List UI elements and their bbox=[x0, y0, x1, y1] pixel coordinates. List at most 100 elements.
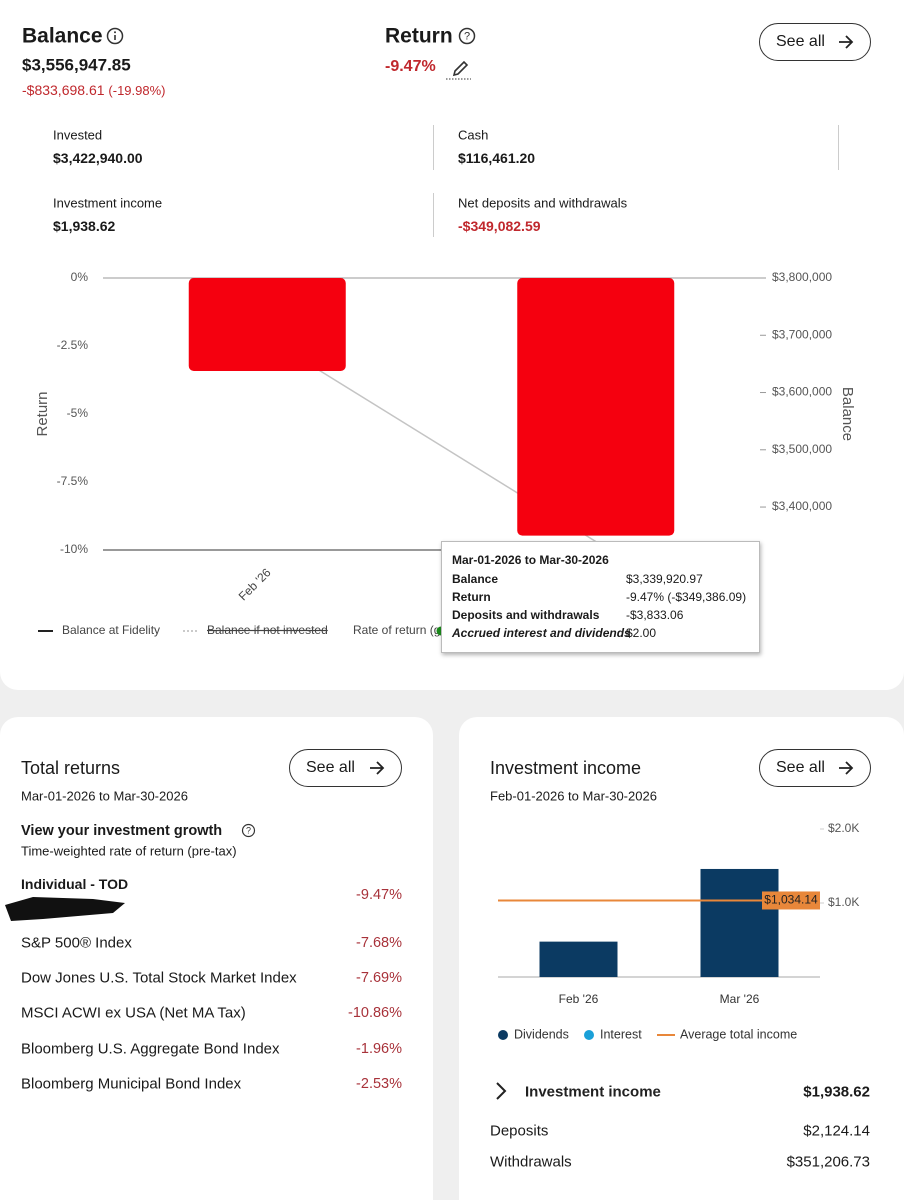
benchmark-return: -7.68% bbox=[356, 934, 402, 951]
bar bbox=[517, 278, 675, 536]
income-date: Feb-01-2026 to Mar-30-2026 bbox=[490, 788, 657, 804]
redaction bbox=[5, 897, 125, 921]
benchmark-return: -10.86% bbox=[347, 1004, 402, 1021]
benchmark-return: -1.96% bbox=[356, 1040, 402, 1057]
legend-dot bbox=[498, 1030, 508, 1040]
arrow-icon bbox=[370, 761, 385, 775]
total-returns-card bbox=[0, 717, 433, 1200]
growth-title: View your investment growth bbox=[21, 822, 223, 839]
bar bbox=[539, 941, 618, 977]
benchmark-name: S&P 500® Index bbox=[21, 934, 132, 952]
bar bbox=[700, 868, 779, 977]
legend-label: Balance at Fidelity bbox=[62, 623, 160, 637]
balance-title: Balance bbox=[22, 24, 103, 48]
y2-tick-label: $3,500,000 bbox=[772, 442, 832, 456]
legend-label: Dividends bbox=[514, 1027, 569, 1041]
income-summary-value: $2,124.14 bbox=[803, 1122, 870, 1140]
arrow-icon bbox=[839, 35, 854, 49]
income-summary-value: $1,938.62 bbox=[803, 1083, 870, 1101]
tooltip-value: -$3,833.06 bbox=[626, 608, 684, 622]
tooltip-value: -9.47% (-$349,386.09) bbox=[626, 590, 747, 604]
see-all-label: See all bbox=[776, 759, 825, 776]
x-tick-label: Feb '26 bbox=[559, 992, 599, 1006]
summary-value: -$349,082.59 bbox=[458, 218, 541, 234]
income-summary-label: Investment income bbox=[525, 1083, 661, 1101]
chevron-icon[interactable] bbox=[494, 1081, 508, 1101]
see-all-button[interactable]: See all bbox=[289, 749, 402, 787]
y2-axis-title: Balance bbox=[839, 387, 856, 441]
benchmark-name: Dow Jones U.S. Total Stock Market Index bbox=[21, 969, 297, 987]
y-tick-label: 0% bbox=[71, 270, 89, 284]
tooltip-label: Accrued interest and dividends bbox=[452, 626, 631, 640]
see-all-button[interactable]: See all bbox=[759, 23, 871, 61]
summary-value: $1,938.62 bbox=[53, 218, 116, 234]
tooltip-label: Return bbox=[452, 590, 491, 604]
tooltip: Mar-01-2026 to Mar-30-2026 Balance $3,339… bbox=[441, 541, 760, 653]
benchmark-name: Bloomberg Municipal Bond Index bbox=[21, 1075, 242, 1093]
summary-label: Cash bbox=[458, 127, 489, 143]
edit-icon[interactable] bbox=[444, 55, 472, 81]
benchmark-name: Individual - TOD bbox=[21, 876, 129, 892]
summary-value: $3,422,940.00 bbox=[53, 150, 143, 166]
income-summary-value: $351,206.73 bbox=[786, 1153, 870, 1171]
bar bbox=[188, 278, 346, 372]
legend-label: Interest bbox=[600, 1027, 642, 1041]
y2-tick-label: $3,600,000 bbox=[772, 385, 832, 399]
y2-tick-label: $3,800,000 bbox=[772, 270, 832, 284]
summary-label: Invested bbox=[53, 127, 103, 143]
y-axis-title: Return bbox=[34, 391, 51, 436]
tooltip-title: Mar-01-2026 to Mar-30-2026 bbox=[452, 553, 609, 567]
summary-label: Net deposits and withdrawals bbox=[458, 195, 628, 211]
see-all-button[interactable]: See all bbox=[759, 749, 871, 787]
tooltip-label: Balance bbox=[452, 572, 499, 586]
separator bbox=[433, 125, 434, 170]
y2-tick-label: $3,400,000 bbox=[772, 499, 832, 513]
income-title: Investment income bbox=[490, 758, 642, 778]
x-tick-label: Mar '26 bbox=[720, 992, 760, 1006]
y-tick-label: -7.5% bbox=[57, 474, 89, 488]
arrow-icon bbox=[839, 761, 854, 775]
benchmark-name: MSCI ACWI ex USA (Net MA Tax) bbox=[21, 1004, 246, 1022]
benchmark-name: Bloomberg U.S. Aggregate Bond Index bbox=[21, 1040, 280, 1058]
svg-text:?: ? bbox=[246, 825, 251, 835]
help-icon[interactable]: ? bbox=[241, 823, 256, 838]
tooltip-value: $3,339,920.97 bbox=[626, 572, 703, 586]
growth-subtitle: Time-weighted rate of return (pre-tax) bbox=[21, 843, 237, 859]
legend-label: Average total income bbox=[680, 1027, 797, 1041]
return-value: -9.47% bbox=[385, 58, 436, 75]
income-summary-label: Withdrawals bbox=[490, 1153, 572, 1171]
separator bbox=[838, 125, 839, 170]
return-title: Return bbox=[385, 24, 453, 48]
total-returns-date: Mar-01-2026 to Mar-30-2026 bbox=[21, 788, 188, 804]
income-card bbox=[459, 717, 904, 1200]
y-tick-label: -5% bbox=[67, 406, 89, 420]
benchmark-return: -2.53% bbox=[356, 1075, 402, 1092]
balance-change-amount: -$833,698.61 bbox=[22, 82, 105, 98]
y-tick-label: -2.5% bbox=[57, 338, 89, 352]
info-icon[interactable] bbox=[106, 27, 124, 45]
legend-dot bbox=[584, 1030, 594, 1040]
see-all-label: See all bbox=[776, 33, 825, 50]
see-all-label: See all bbox=[306, 759, 355, 776]
y-tick-label: $2.0K bbox=[828, 821, 859, 835]
average-label: $1,034.14 bbox=[764, 893, 818, 907]
benchmark-return: -7.69% bbox=[356, 969, 402, 986]
average-label-box bbox=[762, 891, 820, 910]
y-tick-label: $1.0K bbox=[828, 895, 859, 909]
benchmark-return: -9.47% bbox=[356, 886, 402, 903]
help-icon[interactable]: ? bbox=[458, 27, 476, 45]
y2-tick-label: $3,700,000 bbox=[772, 327, 832, 341]
svg-text:?: ? bbox=[464, 30, 470, 42]
tooltip-label: Deposits and withdrawals bbox=[452, 608, 600, 622]
separator bbox=[433, 193, 434, 237]
legend-label: Balance if not invested bbox=[207, 623, 328, 637]
total-returns-title: Total returns bbox=[21, 758, 121, 778]
summary-label: Investment income bbox=[53, 195, 163, 211]
balance-change-pct: (-19.98%) bbox=[108, 83, 166, 98]
summary-value: $116,461.20 bbox=[458, 150, 536, 166]
balance-value: $3,556,947.85 bbox=[22, 55, 131, 75]
tooltip-value: $2.00 bbox=[626, 626, 657, 640]
